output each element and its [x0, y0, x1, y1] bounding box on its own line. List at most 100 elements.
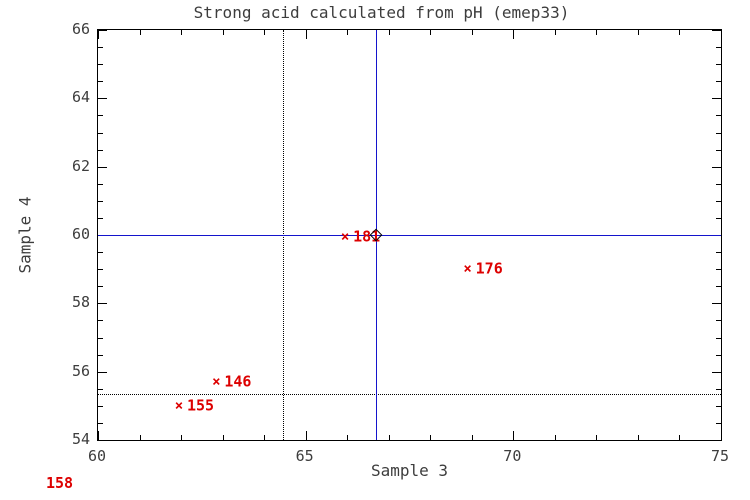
- x-tick-label: 65: [295, 447, 314, 465]
- data-point-label: 181: [353, 227, 381, 246]
- x-minor-tick: [430, 30, 432, 35]
- y-minor-tick: [98, 47, 103, 49]
- y-minor-tick: [716, 269, 721, 271]
- y-minor-tick: [98, 217, 103, 219]
- data-point-marker: ×: [463, 261, 472, 278]
- x-minor-tick: [637, 435, 639, 440]
- y-minor-tick: [98, 320, 103, 322]
- y-minor-tick: [716, 47, 721, 49]
- x-minor-tick: [388, 30, 390, 35]
- y-major-tick: [98, 98, 107, 100]
- y-axis-label: Sample 4: [15, 196, 35, 274]
- y-tick-label: 62: [71, 156, 90, 175]
- y-minor-tick: [716, 286, 721, 288]
- y-major-tick: [712, 166, 721, 168]
- y-minor-tick: [716, 337, 721, 339]
- y-minor-tick: [98, 132, 103, 134]
- y-major-tick: [98, 371, 107, 373]
- x-minor-tick: [264, 435, 266, 440]
- x-major-tick: [513, 30, 515, 39]
- y-minor-tick: [98, 149, 103, 151]
- y-minor-tick: [98, 200, 103, 202]
- y-major-tick: [712, 98, 721, 100]
- y-major-tick: [98, 440, 107, 441]
- y-major-tick: [98, 30, 107, 31]
- x-minor-tick: [388, 435, 390, 440]
- x-minor-tick: [596, 435, 598, 440]
- y-major-tick: [98, 166, 107, 168]
- x-major-tick: [513, 431, 515, 440]
- x-minor-tick: [347, 30, 349, 35]
- y-major-tick: [98, 303, 107, 305]
- y-minor-tick: [716, 388, 721, 390]
- y-minor-tick: [716, 200, 721, 202]
- y-minor-tick: [98, 337, 103, 339]
- x-minor-tick: [471, 30, 473, 35]
- y-major-tick: [712, 440, 721, 441]
- x-minor-tick: [554, 435, 556, 440]
- x-minor-tick: [222, 30, 224, 35]
- data-point-marker: ×: [340, 228, 350, 245]
- y-minor-tick: [98, 81, 103, 83]
- y-minor-tick: [98, 388, 103, 390]
- x-minor-tick: [679, 435, 681, 440]
- y-minor-tick: [98, 252, 103, 254]
- data-point-marker: ×: [174, 397, 184, 414]
- y-tick-label: 56: [71, 361, 90, 380]
- y-minor-tick: [98, 115, 103, 117]
- y-minor-tick: [716, 422, 721, 424]
- x-minor-tick: [181, 435, 183, 440]
- x-axis-label: Sample 3: [370, 461, 449, 480]
- x-major-tick: [721, 30, 722, 39]
- x-major-tick: [98, 431, 99, 440]
- y-minor-tick: [98, 269, 103, 271]
- y-minor-tick: [98, 422, 103, 424]
- x-major-tick: [305, 30, 307, 39]
- x-tick-label: 70: [503, 447, 522, 465]
- y-tick-label: 60: [71, 225, 90, 243]
- y-minor-tick: [98, 286, 103, 288]
- x-minor-tick: [596, 30, 598, 35]
- y-minor-tick: [98, 183, 103, 185]
- x-major-tick: [305, 431, 307, 440]
- y-minor-tick: [716, 252, 721, 254]
- y-minor-tick: [716, 217, 721, 219]
- crosshair-horizontal-line: [98, 235, 721, 236]
- y-minor-tick: [716, 132, 721, 134]
- y-minor-tick: [98, 354, 103, 356]
- y-tick-label: 66: [71, 20, 90, 38]
- y-minor-tick: [716, 64, 721, 66]
- y-minor-tick: [98, 405, 103, 407]
- y-tick-label: 58: [71, 293, 90, 312]
- plot-area: × 181 × 176 × 146 × 155: [97, 29, 722, 441]
- x-minor-tick: [471, 435, 473, 440]
- x-minor-tick: [679, 30, 681, 35]
- y-major-tick: [712, 371, 721, 373]
- y-minor-tick: [716, 149, 721, 151]
- y-minor-tick: [716, 183, 721, 185]
- x-tick-label: 60: [87, 447, 107, 465]
- data-point-label: 155: [186, 396, 215, 415]
- x-minor-tick: [139, 30, 141, 35]
- x-minor-tick: [181, 30, 183, 35]
- x-minor-tick: [347, 435, 349, 440]
- data-point-marker: ×: [212, 373, 221, 390]
- y-minor-tick: [716, 81, 721, 83]
- y-tick-label: 64: [71, 88, 90, 107]
- x-minor-tick: [430, 435, 432, 440]
- x-minor-tick: [637, 30, 639, 35]
- y-minor-tick: [716, 405, 721, 407]
- y-minor-tick: [98, 64, 103, 66]
- y-major-tick: [712, 303, 721, 305]
- y-tick-label: 54: [71, 430, 90, 448]
- y-minor-tick: [716, 320, 721, 322]
- x-minor-tick: [139, 435, 141, 440]
- x-major-tick: [98, 30, 99, 39]
- x-major-tick: [721, 431, 722, 440]
- x-tick-label: 75: [710, 447, 730, 465]
- x-minor-tick: [264, 30, 266, 35]
- data-point-label: 146: [224, 372, 252, 391]
- y-minor-tick: [716, 115, 721, 117]
- y-major-tick: [712, 30, 721, 31]
